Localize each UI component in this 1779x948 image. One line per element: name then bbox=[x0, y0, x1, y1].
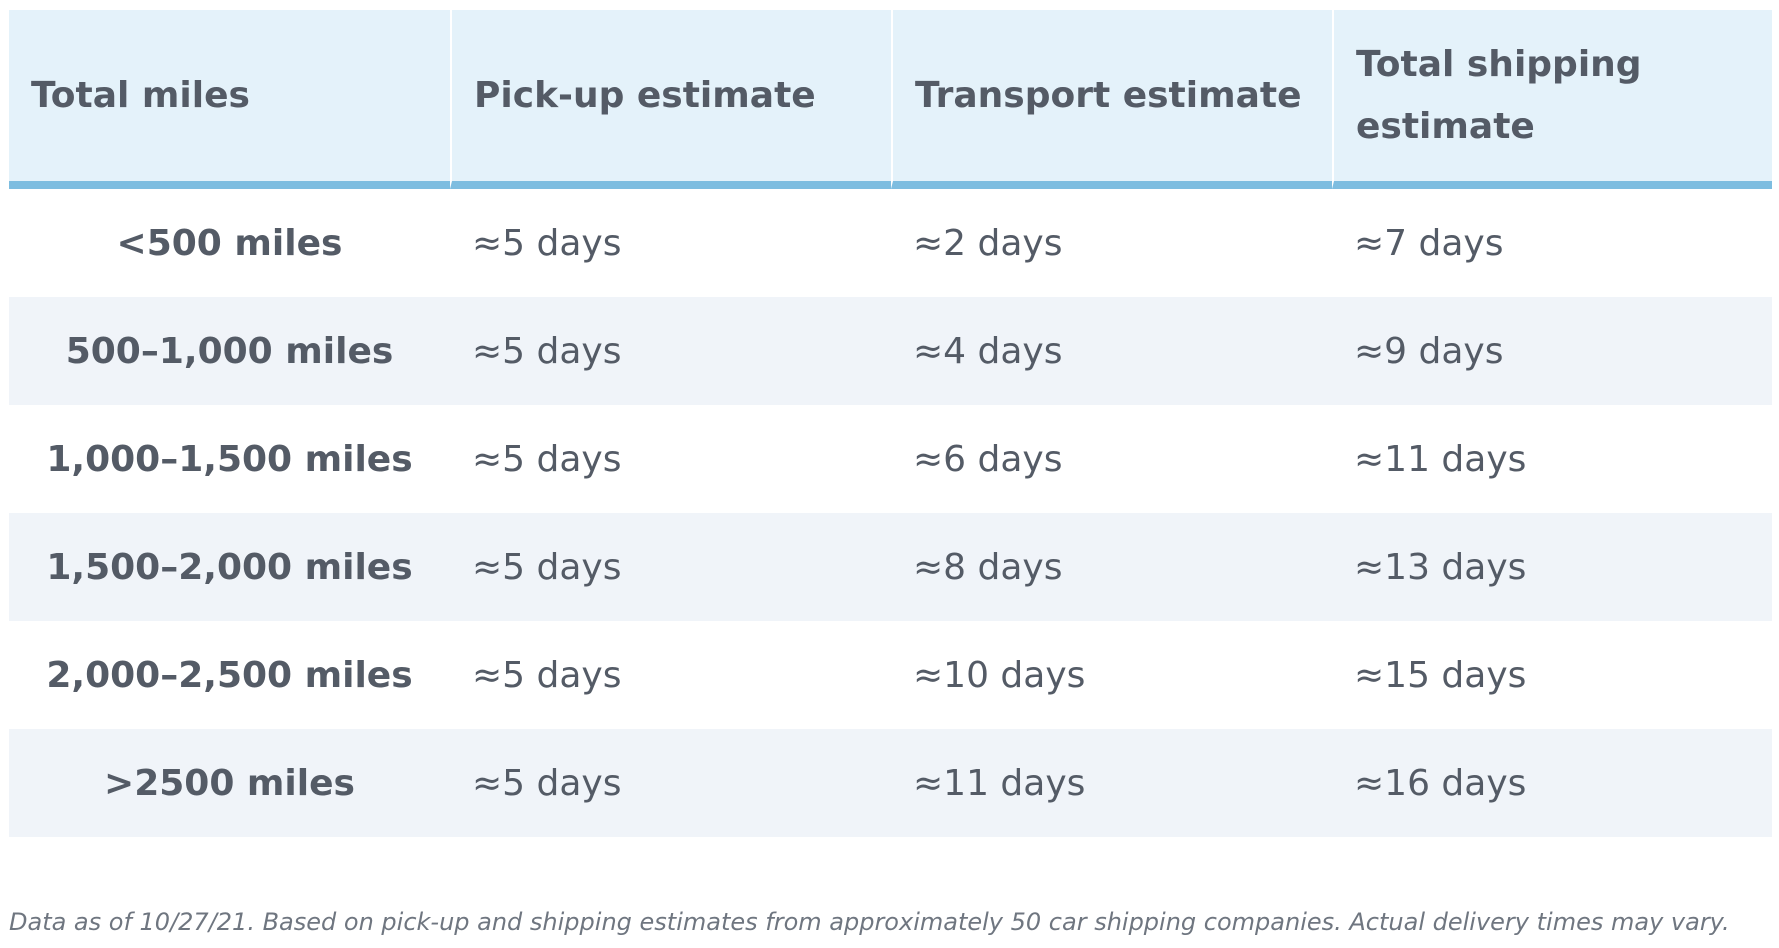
cell-pickup-estimate: ≈5 days bbox=[472, 654, 622, 696]
cell-total-shipping-estimate: ≈11 days bbox=[1354, 438, 1527, 480]
cell-pickup-estimate: ≈5 days bbox=[472, 222, 622, 264]
cell-transport-estimate: ≈11 days bbox=[891, 729, 1332, 837]
cell-transport-estimate: ≈10 days bbox=[913, 654, 1086, 696]
table-row: 1,500–2,000 miles ≈5 days ≈8 days ≈13 da… bbox=[9, 513, 1772, 621]
cell-total-shipping-estimate: ≈15 days bbox=[1354, 654, 1527, 696]
cell-pickup-estimate: ≈5 days bbox=[450, 513, 891, 621]
cell-pickup-estimate: ≈5 days bbox=[450, 297, 891, 405]
table-row: >2500 miles ≈5 days ≈11 days ≈16 days bbox=[9, 729, 1772, 837]
cell-total-shipping-estimate: ≈7 days bbox=[1354, 222, 1504, 264]
table-header: Total miles Pick-up estimate Transport e… bbox=[9, 10, 1772, 189]
table-body: <500 miles ≈5 days ≈2 days ≈7 days 500–1… bbox=[9, 189, 1772, 837]
cell-total-shipping-estimate: ≈16 days bbox=[1332, 729, 1772, 837]
cell-total-shipping-estimate: ≈9 days bbox=[1332, 297, 1772, 405]
data-source-footnote: Data as of 10/27/21. Based on pick-up an… bbox=[9, 908, 1730, 936]
cell-total-miles: 1,000–1,500 miles bbox=[46, 438, 413, 480]
header-pickup-estimate: Pick-up estimate bbox=[450, 10, 891, 189]
cell-transport-estimate: ≈6 days bbox=[913, 438, 1063, 480]
table-row: 2,000–2,500 miles ≈5 days ≈10 days ≈15 d… bbox=[9, 621, 1772, 729]
cell-total-shipping-estimate: ≈13 days bbox=[1332, 513, 1772, 621]
cell-total-miles: 2,000–2,500 miles bbox=[46, 654, 413, 696]
cell-transport-estimate: ≈8 days bbox=[891, 513, 1332, 621]
cell-transport-estimate: ≈2 days bbox=[913, 222, 1063, 264]
header-total-shipping-estimate: Total shipping estimate bbox=[1332, 10, 1772, 189]
cell-total-miles: >2500 miles bbox=[9, 729, 450, 837]
cell-total-miles: 1,500–2,000 miles bbox=[9, 513, 450, 621]
shipping-estimate-table-container: Total miles Pick-up estimate Transport e… bbox=[9, 10, 1772, 837]
cell-pickup-estimate: ≈5 days bbox=[472, 438, 622, 480]
table-row: <500 miles ≈5 days ≈2 days ≈7 days bbox=[9, 189, 1772, 297]
table-row: 500–1,000 miles ≈5 days ≈4 days ≈9 days bbox=[9, 297, 1772, 405]
cell-transport-estimate: ≈4 days bbox=[891, 297, 1332, 405]
header-total-miles: Total miles bbox=[9, 10, 450, 189]
shipping-estimate-table: Total miles Pick-up estimate Transport e… bbox=[9, 10, 1772, 837]
cell-total-miles: <500 miles bbox=[116, 222, 343, 264]
header-row: Total miles Pick-up estimate Transport e… bbox=[9, 10, 1772, 189]
header-transport-estimate: Transport estimate bbox=[891, 10, 1332, 189]
cell-total-miles: 500–1,000 miles bbox=[9, 297, 450, 405]
table-row: 1,000–1,500 miles ≈5 days ≈6 days ≈11 da… bbox=[9, 405, 1772, 513]
cell-pickup-estimate: ≈5 days bbox=[450, 729, 891, 837]
